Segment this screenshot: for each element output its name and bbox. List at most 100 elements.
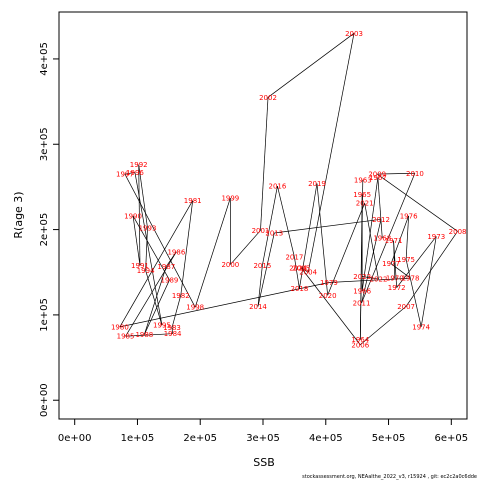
path-segment bbox=[138, 164, 148, 228]
path-segment bbox=[361, 173, 416, 304]
year-point-label: 1978 bbox=[402, 275, 420, 283]
year-point-label: 2012 bbox=[372, 216, 390, 224]
year-point-label: 2001 bbox=[252, 227, 270, 235]
year-point-label: 1992 bbox=[130, 161, 148, 169]
x-axis-title: SSB bbox=[253, 456, 275, 469]
year-point-label: 1970 bbox=[386, 275, 404, 283]
path-segment bbox=[301, 267, 361, 345]
x-tick-label: 4e+05 bbox=[309, 433, 343, 444]
path-segment bbox=[390, 263, 411, 279]
path-segment bbox=[316, 183, 329, 296]
year-point-label: 2022 bbox=[370, 276, 388, 284]
year-point-label: 2004 bbox=[299, 269, 317, 277]
year-point-label: 1964 bbox=[351, 336, 369, 344]
year-point-label: 2018 bbox=[290, 285, 308, 293]
year-point-label: 1996 bbox=[126, 169, 144, 177]
path-segment bbox=[405, 259, 422, 327]
y-axis: 0e+00 1e+05 2e+05 3e+05 4e+05 bbox=[39, 42, 59, 417]
year-point-label: 2024 bbox=[289, 264, 307, 272]
year-point-label: 2021 bbox=[356, 200, 374, 208]
path-segment bbox=[171, 295, 182, 328]
year-point-label: 1993 bbox=[139, 224, 157, 232]
year-point-label: 2014 bbox=[249, 303, 267, 311]
year-point-label: 2007 bbox=[397, 303, 415, 311]
year-point-label: 1983 bbox=[163, 324, 181, 332]
path-segment bbox=[257, 232, 275, 307]
year-point-label: 2000 bbox=[221, 261, 239, 269]
year-point-label: 1977 bbox=[382, 260, 400, 268]
x-tick-label: 0e+00 bbox=[58, 433, 92, 444]
year-point-label: 2002 bbox=[259, 94, 277, 102]
path-segment bbox=[294, 256, 300, 289]
year-point-label: 2016 bbox=[269, 183, 287, 191]
path-segment bbox=[362, 276, 379, 280]
path-segment bbox=[396, 236, 437, 288]
year-point-label: 1987 bbox=[157, 263, 175, 271]
year-point-label: 1976 bbox=[400, 212, 418, 220]
x-tick-label: 5e+05 bbox=[372, 433, 406, 444]
path-segment bbox=[194, 197, 231, 308]
year-point-label: 2019 bbox=[308, 180, 326, 188]
year-point-label: 2020 bbox=[319, 292, 337, 300]
year-point-label: 1979 bbox=[320, 279, 338, 287]
path-segment bbox=[393, 240, 398, 288]
year-point-label: 2006 bbox=[351, 341, 369, 349]
path-segment bbox=[138, 164, 141, 266]
path-segment bbox=[125, 251, 177, 337]
path-segment bbox=[274, 218, 382, 234]
path-segment bbox=[124, 172, 136, 175]
path-segment bbox=[377, 177, 383, 239]
path-segment bbox=[327, 202, 366, 296]
path-segment bbox=[145, 227, 148, 271]
path-segment bbox=[390, 215, 409, 264]
y-tick-label: 3e+05 bbox=[39, 127, 50, 161]
path-segment bbox=[125, 333, 173, 337]
year-point-label: 1971 bbox=[385, 237, 403, 245]
year-point-label: 1986 bbox=[167, 248, 185, 256]
path-segment bbox=[119, 200, 194, 328]
year-point-label: 2011 bbox=[353, 299, 371, 307]
year-point-label: 1988 bbox=[135, 331, 153, 339]
x-tick-label: 1e+05 bbox=[121, 433, 155, 444]
x-tick-label: 6e+05 bbox=[434, 433, 468, 444]
x-tick-label: 3e+05 bbox=[246, 433, 280, 444]
path-segment bbox=[377, 173, 458, 232]
path-segment bbox=[364, 203, 379, 280]
path-segment bbox=[307, 33, 355, 273]
path-segment bbox=[166, 251, 177, 267]
y-tick-label: 4e+05 bbox=[39, 42, 50, 76]
year-point-label: 1997 bbox=[116, 171, 134, 179]
path-segment bbox=[361, 219, 382, 304]
year-point-label: 2017 bbox=[285, 253, 303, 261]
year-point-label: 2008 bbox=[449, 228, 467, 236]
path-segment bbox=[124, 173, 196, 308]
year-point-label: 1995 bbox=[153, 322, 171, 330]
path-segment bbox=[405, 215, 409, 260]
path-segment bbox=[328, 277, 411, 283]
path-segment bbox=[262, 185, 278, 266]
path-segment bbox=[257, 265, 263, 307]
year-point-label: 2015 bbox=[253, 262, 271, 270]
year-point-label: 1990 bbox=[124, 212, 142, 220]
year-point-label: 1999 bbox=[221, 195, 239, 203]
path-segment bbox=[420, 236, 437, 327]
path-segment bbox=[377, 172, 415, 175]
year-point-label: 2005 bbox=[292, 264, 310, 272]
year-point-label: 2023 bbox=[353, 273, 371, 281]
path-segment bbox=[267, 33, 355, 98]
path-segment bbox=[171, 327, 173, 334]
y-tick-label: 0e+00 bbox=[39, 383, 50, 417]
y-tick-label: 1e+05 bbox=[39, 298, 50, 332]
path-segment bbox=[405, 231, 458, 307]
path-segment bbox=[119, 282, 329, 328]
year-point-label: 1974 bbox=[412, 323, 430, 331]
path-segment bbox=[260, 97, 269, 231]
year-point-label: 2013 bbox=[265, 229, 283, 237]
year-point-label: 1968 bbox=[373, 235, 391, 243]
year-point-label: 1982 bbox=[172, 292, 190, 300]
year-point-label: 1975 bbox=[397, 256, 415, 264]
year-point-label: 1989 bbox=[161, 276, 179, 284]
y-axis-title: R(age 3) bbox=[12, 191, 25, 238]
